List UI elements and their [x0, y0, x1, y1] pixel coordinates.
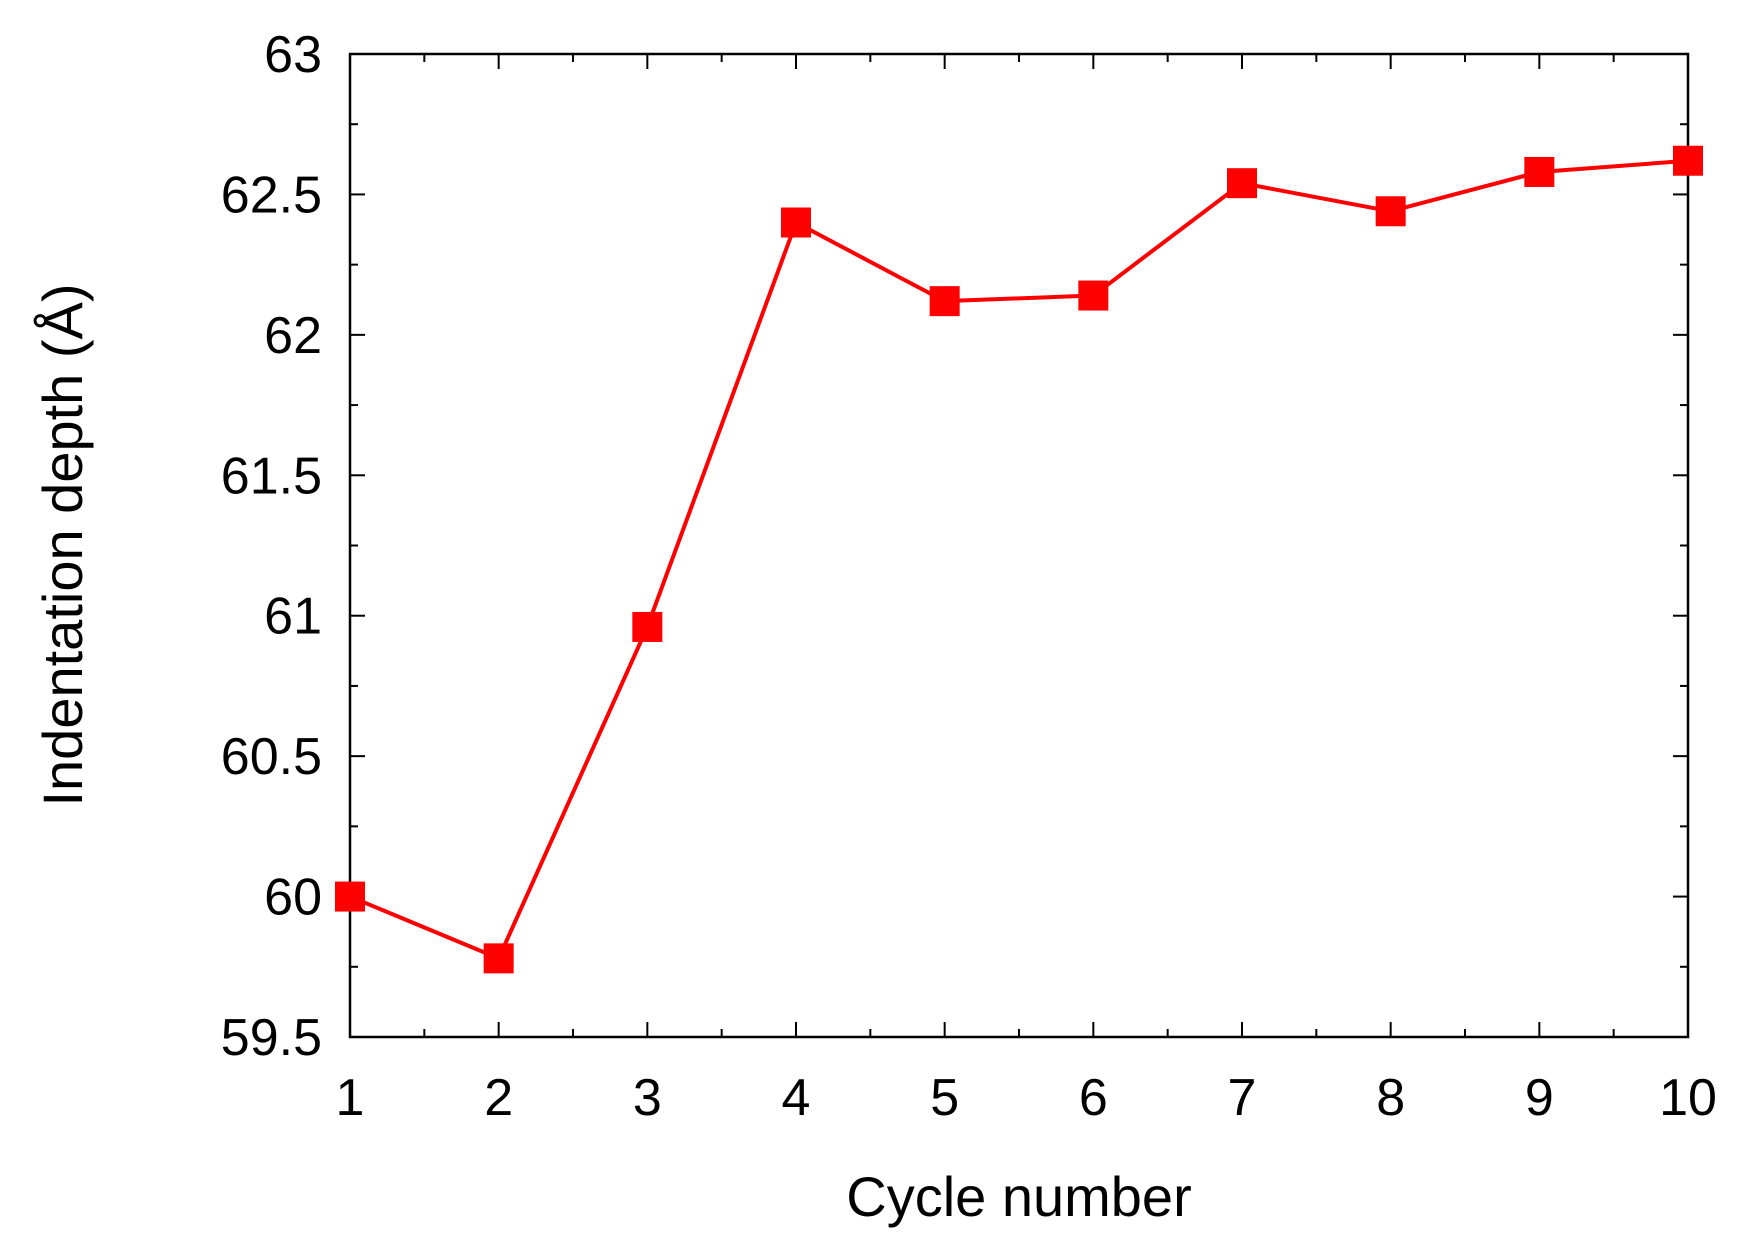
y-tick-label: 60.5: [221, 728, 322, 786]
data-point-marker: [335, 881, 365, 912]
data-point-marker: [632, 611, 663, 642]
y-tick-label: 63: [264, 26, 322, 84]
data-point-marker: [929, 286, 960, 317]
plot-frame: [348, 52, 1690, 1039]
x-axis-title: Cycle number: [846, 1165, 1191, 1228]
x-tick-label: 4: [782, 1069, 811, 1127]
data-point-marker: [1524, 156, 1555, 187]
x-tick-label: 3: [633, 1069, 662, 1127]
y-tick-label: 60: [264, 869, 322, 927]
data-point-marker: [483, 943, 514, 974]
y-axis-title: Indentation depth (Å): [31, 283, 94, 806]
x-tick-label: 1: [336, 1069, 365, 1127]
series-layer: [335, 145, 1703, 974]
data-point-marker: [1227, 168, 1257, 199]
y-tick-label: 59.5: [221, 1009, 322, 1067]
data-point-marker: [1375, 196, 1406, 227]
x-tick-label: 9: [1525, 1069, 1554, 1127]
data-point-marker: [781, 207, 811, 238]
x-tick-label: 8: [1376, 1069, 1405, 1127]
major-ticks: [349, 53, 1689, 1038]
y-tick-label: 61.5: [221, 447, 322, 505]
x-tick-label: 7: [1228, 1069, 1257, 1127]
x-tick-label: 10: [1659, 1069, 1717, 1127]
series-line: [349, 158, 1689, 961]
y-tick-label: 62.5: [221, 166, 322, 224]
data-point-marker: [1078, 280, 1109, 311]
x-tick-label: 6: [1079, 1069, 1108, 1127]
x-tick-label: 2: [484, 1069, 513, 1127]
y-tick-labels: 59.5 60 60.5 61 61.5 62 62.5 63: [221, 26, 322, 1067]
x-tick-labels: 1 2 3 4 5 6 7 8 9 10: [336, 1069, 1717, 1127]
minor-ticks: [350, 54, 1688, 1037]
y-tick-label: 62: [264, 307, 322, 365]
y-tick-label: 61: [264, 588, 322, 646]
x-tick-label: 5: [930, 1069, 959, 1127]
data-point-marker: [1673, 145, 1703, 176]
